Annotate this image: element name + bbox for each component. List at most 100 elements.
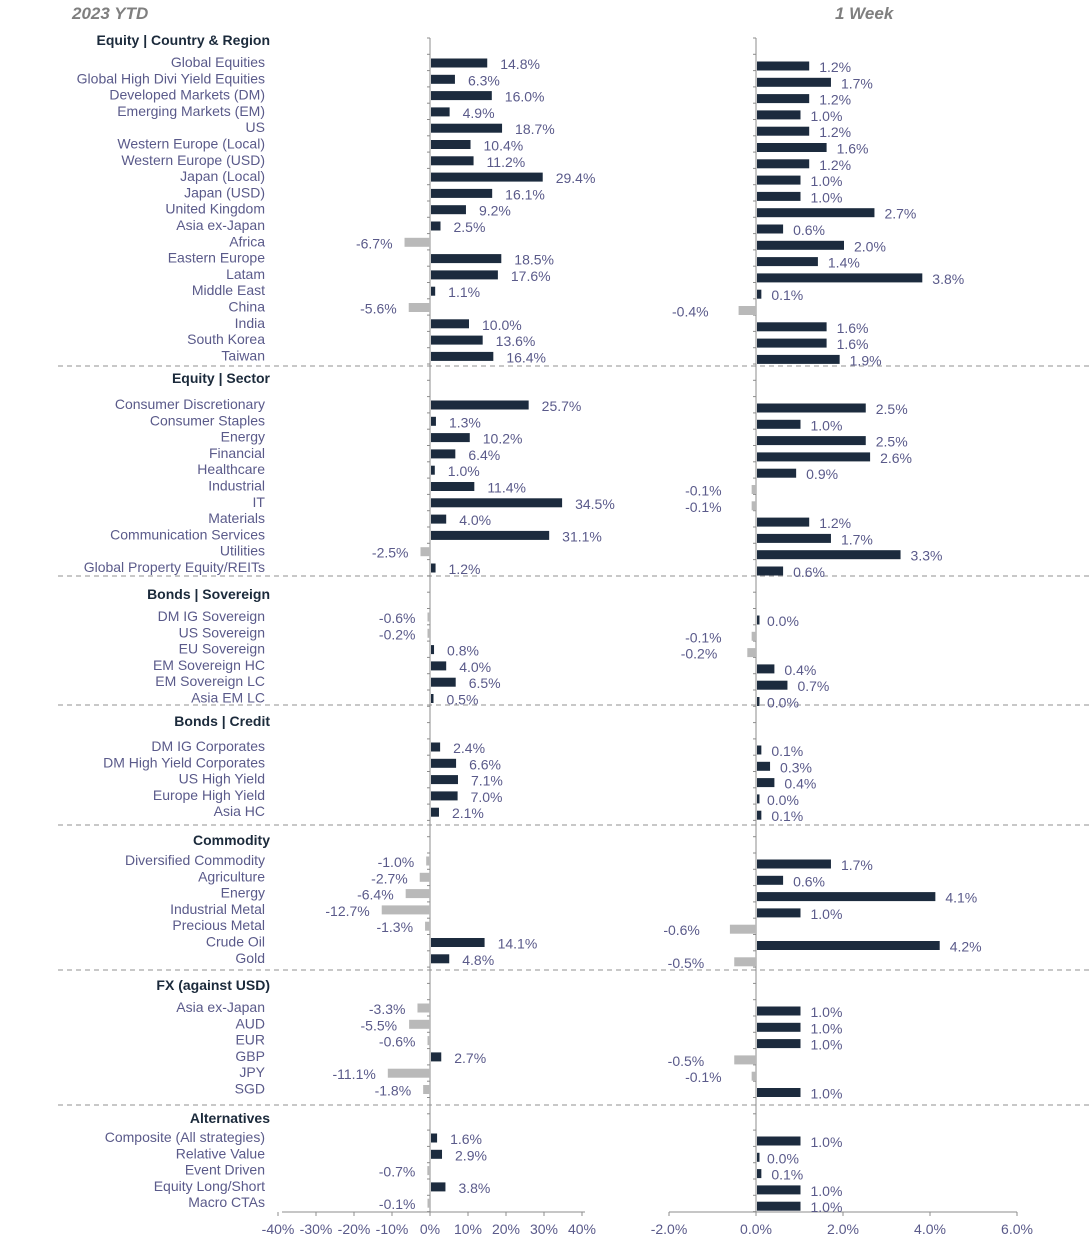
ytd-bar-china (408, 303, 430, 312)
row-label-em-sovereign-hc: EM Sovereign HC (153, 657, 265, 673)
week-value-label: 1.0% (811, 417, 843, 433)
ytd-bar-crude-oil (431, 938, 485, 947)
ytd-value-label: -5.5% (361, 1017, 398, 1033)
ytd-value-label: 31.1% (562, 528, 602, 544)
week-bar-western-europe-usd (757, 159, 810, 169)
ytd-bar-utilities (420, 547, 430, 557)
ytd-bar-africa (404, 237, 430, 247)
week-bar-eur (757, 1039, 801, 1049)
week-bar-global-high-divi-yield-equities (757, 77, 831, 87)
week-value-label: 1.2% (819, 515, 851, 531)
week-value-label: 1.0% (811, 189, 843, 205)
row-label-jpy: JPY (239, 1064, 265, 1080)
week-bar-latam (757, 273, 923, 283)
week-bar-us (757, 126, 810, 136)
row-label-relative-value: Relative Value (176, 1145, 265, 1161)
week-value-label: 0.6% (793, 222, 825, 238)
ytd-value-label: -3.3% (369, 1001, 406, 1017)
row-label-consumer-discretionary: Consumer Discretionary (115, 396, 265, 412)
row-label-diversified-commodity: Diversified Commodity (125, 852, 265, 868)
ytd-value-label: -1.8% (375, 1083, 412, 1099)
week-value-label: 1.0% (811, 1037, 843, 1053)
ytd-bar-financial (431, 449, 456, 459)
row-label-sgd: SGD (235, 1081, 265, 1097)
week-value-label: -0.5% (668, 1053, 705, 1069)
ytd-bar-united-kingdom (431, 205, 466, 215)
week-value-label: 0.0% (767, 695, 799, 711)
section-title-commodity: Commodity (193, 832, 270, 848)
week-bar-macro-ctas (757, 1201, 801, 1211)
week-bar-eu-sovereign (747, 648, 756, 658)
week-value-label: 0.1% (771, 743, 803, 759)
week-bar-healthcare (757, 468, 797, 478)
row-label-us-high-yield: US High Yield (179, 771, 265, 787)
ytd-tick-label: -20% (338, 1221, 371, 1237)
row-label-industrial-metal: Industrial Metal (170, 901, 265, 917)
week-value-label: 0.6% (793, 564, 825, 580)
ytd-value-label: 16.1% (505, 186, 545, 202)
week-bar-aud (757, 1022, 801, 1032)
ytd-bar-japan-usd (431, 188, 493, 198)
ytd-tick-label: 0% (420, 1221, 440, 1237)
row-label-eastern-europe: Eastern Europe (168, 250, 265, 266)
week-value-label: 1.0% (811, 1183, 843, 1199)
ytd-value-label: -0.6% (379, 610, 416, 626)
row-label-communication-services: Communication Services (110, 526, 265, 542)
ytd-bar-healthcare (431, 465, 435, 475)
ytd-value-label: -6.4% (357, 887, 394, 903)
week-bar-industrial (751, 485, 756, 494)
ytd-bar-equity-long-short (431, 1182, 446, 1192)
week-bar-united-kingdom (757, 208, 875, 218)
week-bar-em-sovereign-lc (757, 680, 788, 690)
week-bar-western-europe-local (757, 143, 827, 152)
ytd-tick-label: 20% (492, 1221, 520, 1237)
ytd-value-label: 10.4% (484, 138, 524, 154)
row-label-consumer-staples: Consumer Staples (150, 412, 265, 428)
ytd-value-label: -1.3% (376, 919, 413, 935)
ytd-value-label: 25.7% (542, 398, 582, 414)
week-value-label: 1.4% (828, 255, 860, 271)
row-label-global-property-equity-reits: Global Property Equity/REITs (84, 559, 265, 575)
week-bar-asia-ex-japan (757, 224, 784, 234)
row-label-composite-all-strategies: Composite (All strategies) (105, 1129, 265, 1145)
week-tick-label: -2.0% (651, 1221, 688, 1237)
section-title-fx-against-usd: FX (against USD) (156, 977, 270, 993)
ytd-value-label: 29.4% (556, 170, 596, 186)
week-value-label: 2.0% (854, 238, 886, 254)
ytd-tick-label: -40% (262, 1221, 295, 1237)
ytd-value-label: 14.1% (498, 936, 538, 952)
week-value-label: 2.5% (876, 434, 908, 450)
ytd-value-label: 13.6% (496, 333, 536, 349)
ytd-bar-industrial (431, 482, 475, 491)
week-value-label: 1.0% (811, 1199, 843, 1215)
week-value-label: -0.1% (685, 1069, 722, 1085)
week-value-label: 3.3% (911, 548, 943, 564)
ytd-bar-composite-all-strategies (431, 1133, 438, 1143)
ytd-value-label: 10.0% (482, 317, 522, 333)
week-bar-communication-services (757, 533, 831, 543)
ytd-bar-gold (431, 954, 450, 964)
ytd-value-label: 1.0% (448, 463, 480, 479)
week-value-label: 0.1% (771, 808, 803, 824)
week-value-label: 1.0% (811, 1004, 843, 1020)
ytd-tick-label: 40% (568, 1221, 596, 1237)
row-label-china: China (228, 299, 265, 315)
week-tick-label: 4.0% (914, 1221, 946, 1237)
week-bar-south-korea (757, 338, 827, 348)
week-value-label: -0.4% (672, 304, 709, 320)
week-value-label: 0.3% (780, 759, 812, 775)
week-bar-financial (757, 452, 871, 462)
row-label-aud: AUD (235, 1015, 265, 1031)
row-label-financial: Financial (209, 445, 265, 461)
section-title-alternatives: Alternatives (190, 1110, 270, 1126)
week-bar-eastern-europe (757, 257, 818, 267)
row-label-japan-usd: Japan (USD) (184, 184, 265, 200)
week-value-label: 0.9% (806, 466, 838, 482)
row-label-energy: Energy (221, 429, 265, 445)
week-bar-sgd (757, 1088, 801, 1097)
row-label-dm-ig-sovereign: DM IG Sovereign (158, 608, 265, 624)
week-bar-asia-ex-japan (757, 1006, 801, 1016)
ytd-value-label: -6.7% (356, 235, 393, 251)
week-value-label: 0.4% (784, 662, 816, 678)
week-bar-global-property-equity-reits (757, 566, 784, 576)
